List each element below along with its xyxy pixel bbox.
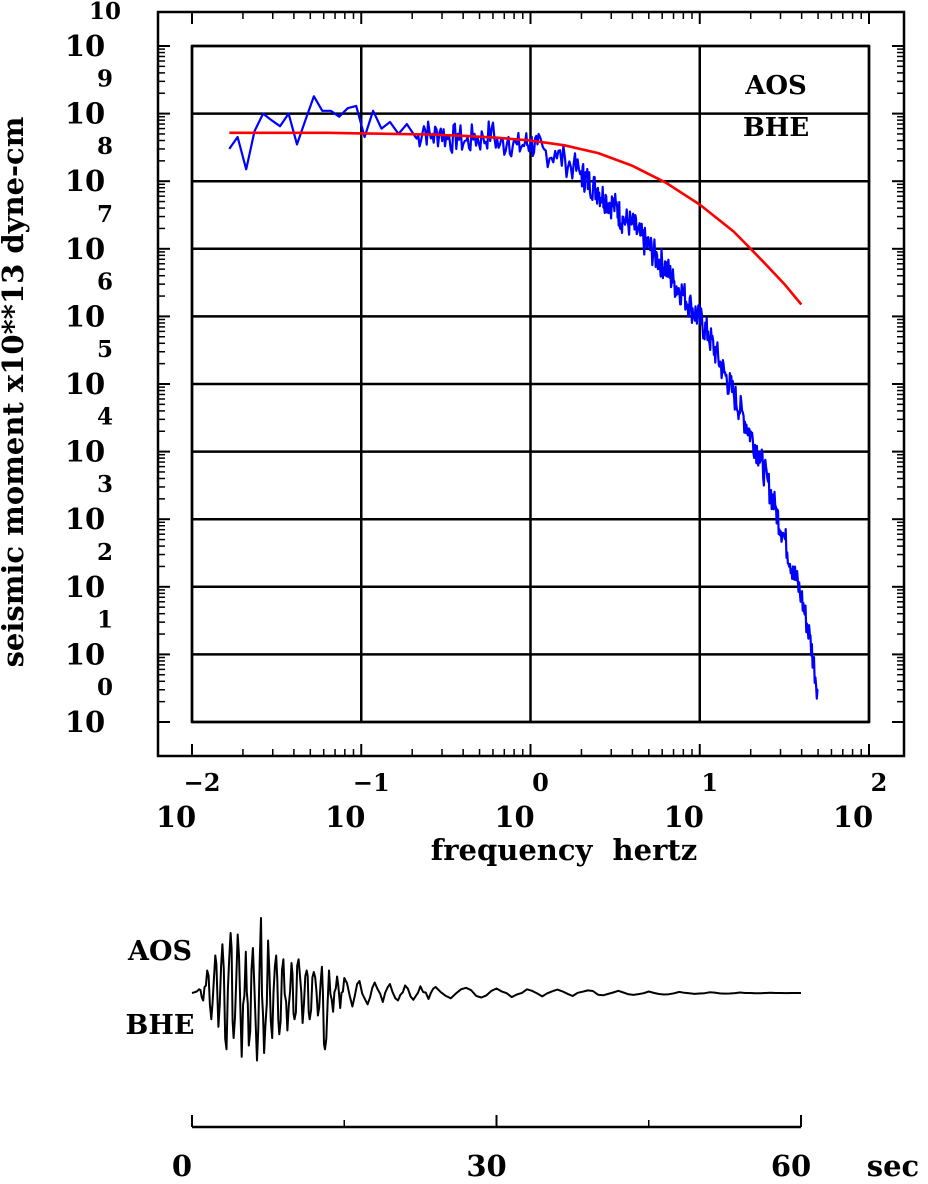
- x-tick-base: 10: [325, 800, 365, 834]
- y-tick-exponent: 6: [97, 268, 113, 295]
- spectrum-series-line: [228, 95, 819, 700]
- x-tick-base: 10: [833, 800, 873, 834]
- y-tick-exponent: 2: [97, 539, 113, 566]
- y-tick-exponent: 0: [97, 674, 113, 701]
- y-tick-base: 10: [65, 570, 105, 604]
- y-axis-label: seismic moment x10**13 dyne-cm: [0, 116, 30, 667]
- y-tick-base: 10: [65, 232, 105, 266]
- y-tick-base: 10: [65, 502, 105, 536]
- y-tick-exponent: 9: [97, 66, 113, 93]
- x-tick-base: 10: [156, 800, 196, 834]
- y-tick-exponent: 5: [97, 336, 113, 363]
- channel-annotation: BHE: [743, 113, 809, 143]
- y-tick-base: 10: [65, 164, 105, 198]
- x-tick-exponent: 0: [532, 768, 549, 797]
- y-tick-base: 10: [65, 435, 105, 469]
- x-axis-label: frequency hertz: [431, 833, 697, 867]
- x-tick-base: 10: [494, 800, 534, 834]
- y-tick-base: 10: [65, 299, 105, 333]
- frame-ticks: [158, 12, 904, 756]
- y-tick-exponent: 3: [97, 471, 113, 498]
- x-tick-exponent: 1: [701, 768, 718, 797]
- seismogram-channel-label: BHE: [126, 1010, 195, 1041]
- y-tick-base: 10: [65, 29, 105, 63]
- y-tick-exponent: 7: [97, 201, 113, 228]
- time-unit-label: sec: [867, 1149, 919, 1183]
- y-tick-base: 10: [65, 637, 105, 671]
- x-tick-exponent: −2: [184, 768, 221, 797]
- y-tick-exponent: 1: [97, 606, 113, 633]
- time-tick-label: 0: [172, 1149, 192, 1183]
- y-tick-base: 10: [65, 367, 105, 401]
- x-tick-base: 10: [664, 800, 704, 834]
- y-tick-exponent: 10: [89, 0, 121, 25]
- y-tick-exponent: 4: [97, 404, 113, 431]
- x-tick-exponent: 2: [871, 768, 888, 797]
- station-annotation: AOS: [744, 71, 807, 101]
- model-fit-series-line: [229, 131, 803, 306]
- y-tick-exponent: 8: [97, 133, 113, 160]
- time-tick-label: 60: [771, 1149, 811, 1183]
- y-tick-base: 10: [65, 705, 105, 739]
- seismogram-station-label: AOS: [127, 936, 192, 967]
- time-axis-ticks: 0 30 60: [172, 1115, 811, 1183]
- time-tick-label: 30: [466, 1149, 506, 1183]
- x-tick-labels: −2 10 −1 10 0 10 1 10 2 10: [156, 768, 888, 834]
- seismogram-chart: AOS BHE 0 30 60 sec: [126, 917, 919, 1183]
- y-tick-base: 10: [65, 97, 105, 131]
- x-tick-exponent: −1: [353, 768, 390, 797]
- seismogram-trace: [191, 917, 801, 1062]
